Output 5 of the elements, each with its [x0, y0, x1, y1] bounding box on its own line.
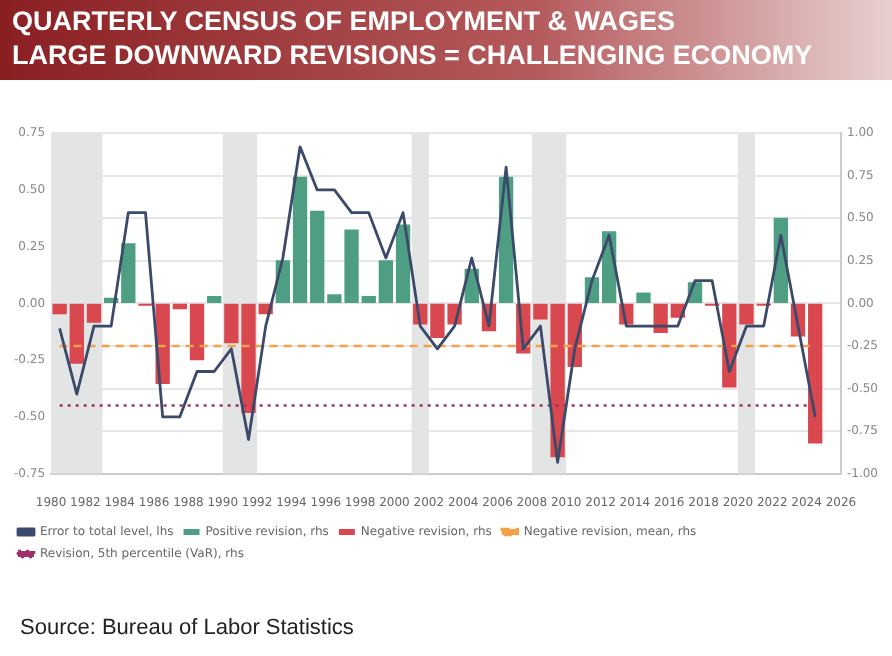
chart-subtitle: LARGE DOWNWARD REVISIONS = CHALLENGING ECONOMY — [12, 38, 815, 72]
source-note: Source: Bureau of Labor Statistics — [18, 616, 356, 640]
bar — [207, 295, 222, 304]
chart-title: QUARTERLY CENSUS OF EMPLOYMENT & WAGES — [12, 4, 678, 38]
bar — [636, 292, 651, 304]
